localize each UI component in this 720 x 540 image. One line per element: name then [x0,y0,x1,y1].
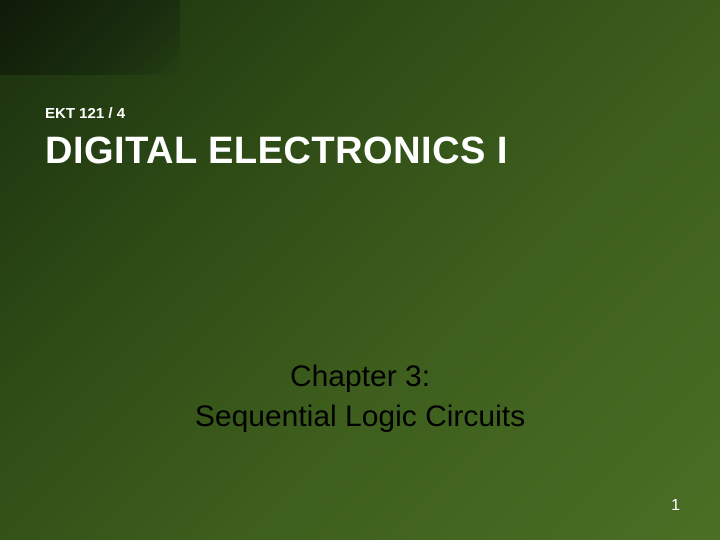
chapter-title: Sequential Logic Circuits [0,400,720,434]
page-number: 1 [671,497,680,515]
corner-decoration [0,0,180,75]
chapter-label: Chapter 3: [0,360,720,394]
course-code: EKT 121 / 4 [45,105,125,122]
main-title: DIGITAL ELECTRONICS I [45,130,508,173]
